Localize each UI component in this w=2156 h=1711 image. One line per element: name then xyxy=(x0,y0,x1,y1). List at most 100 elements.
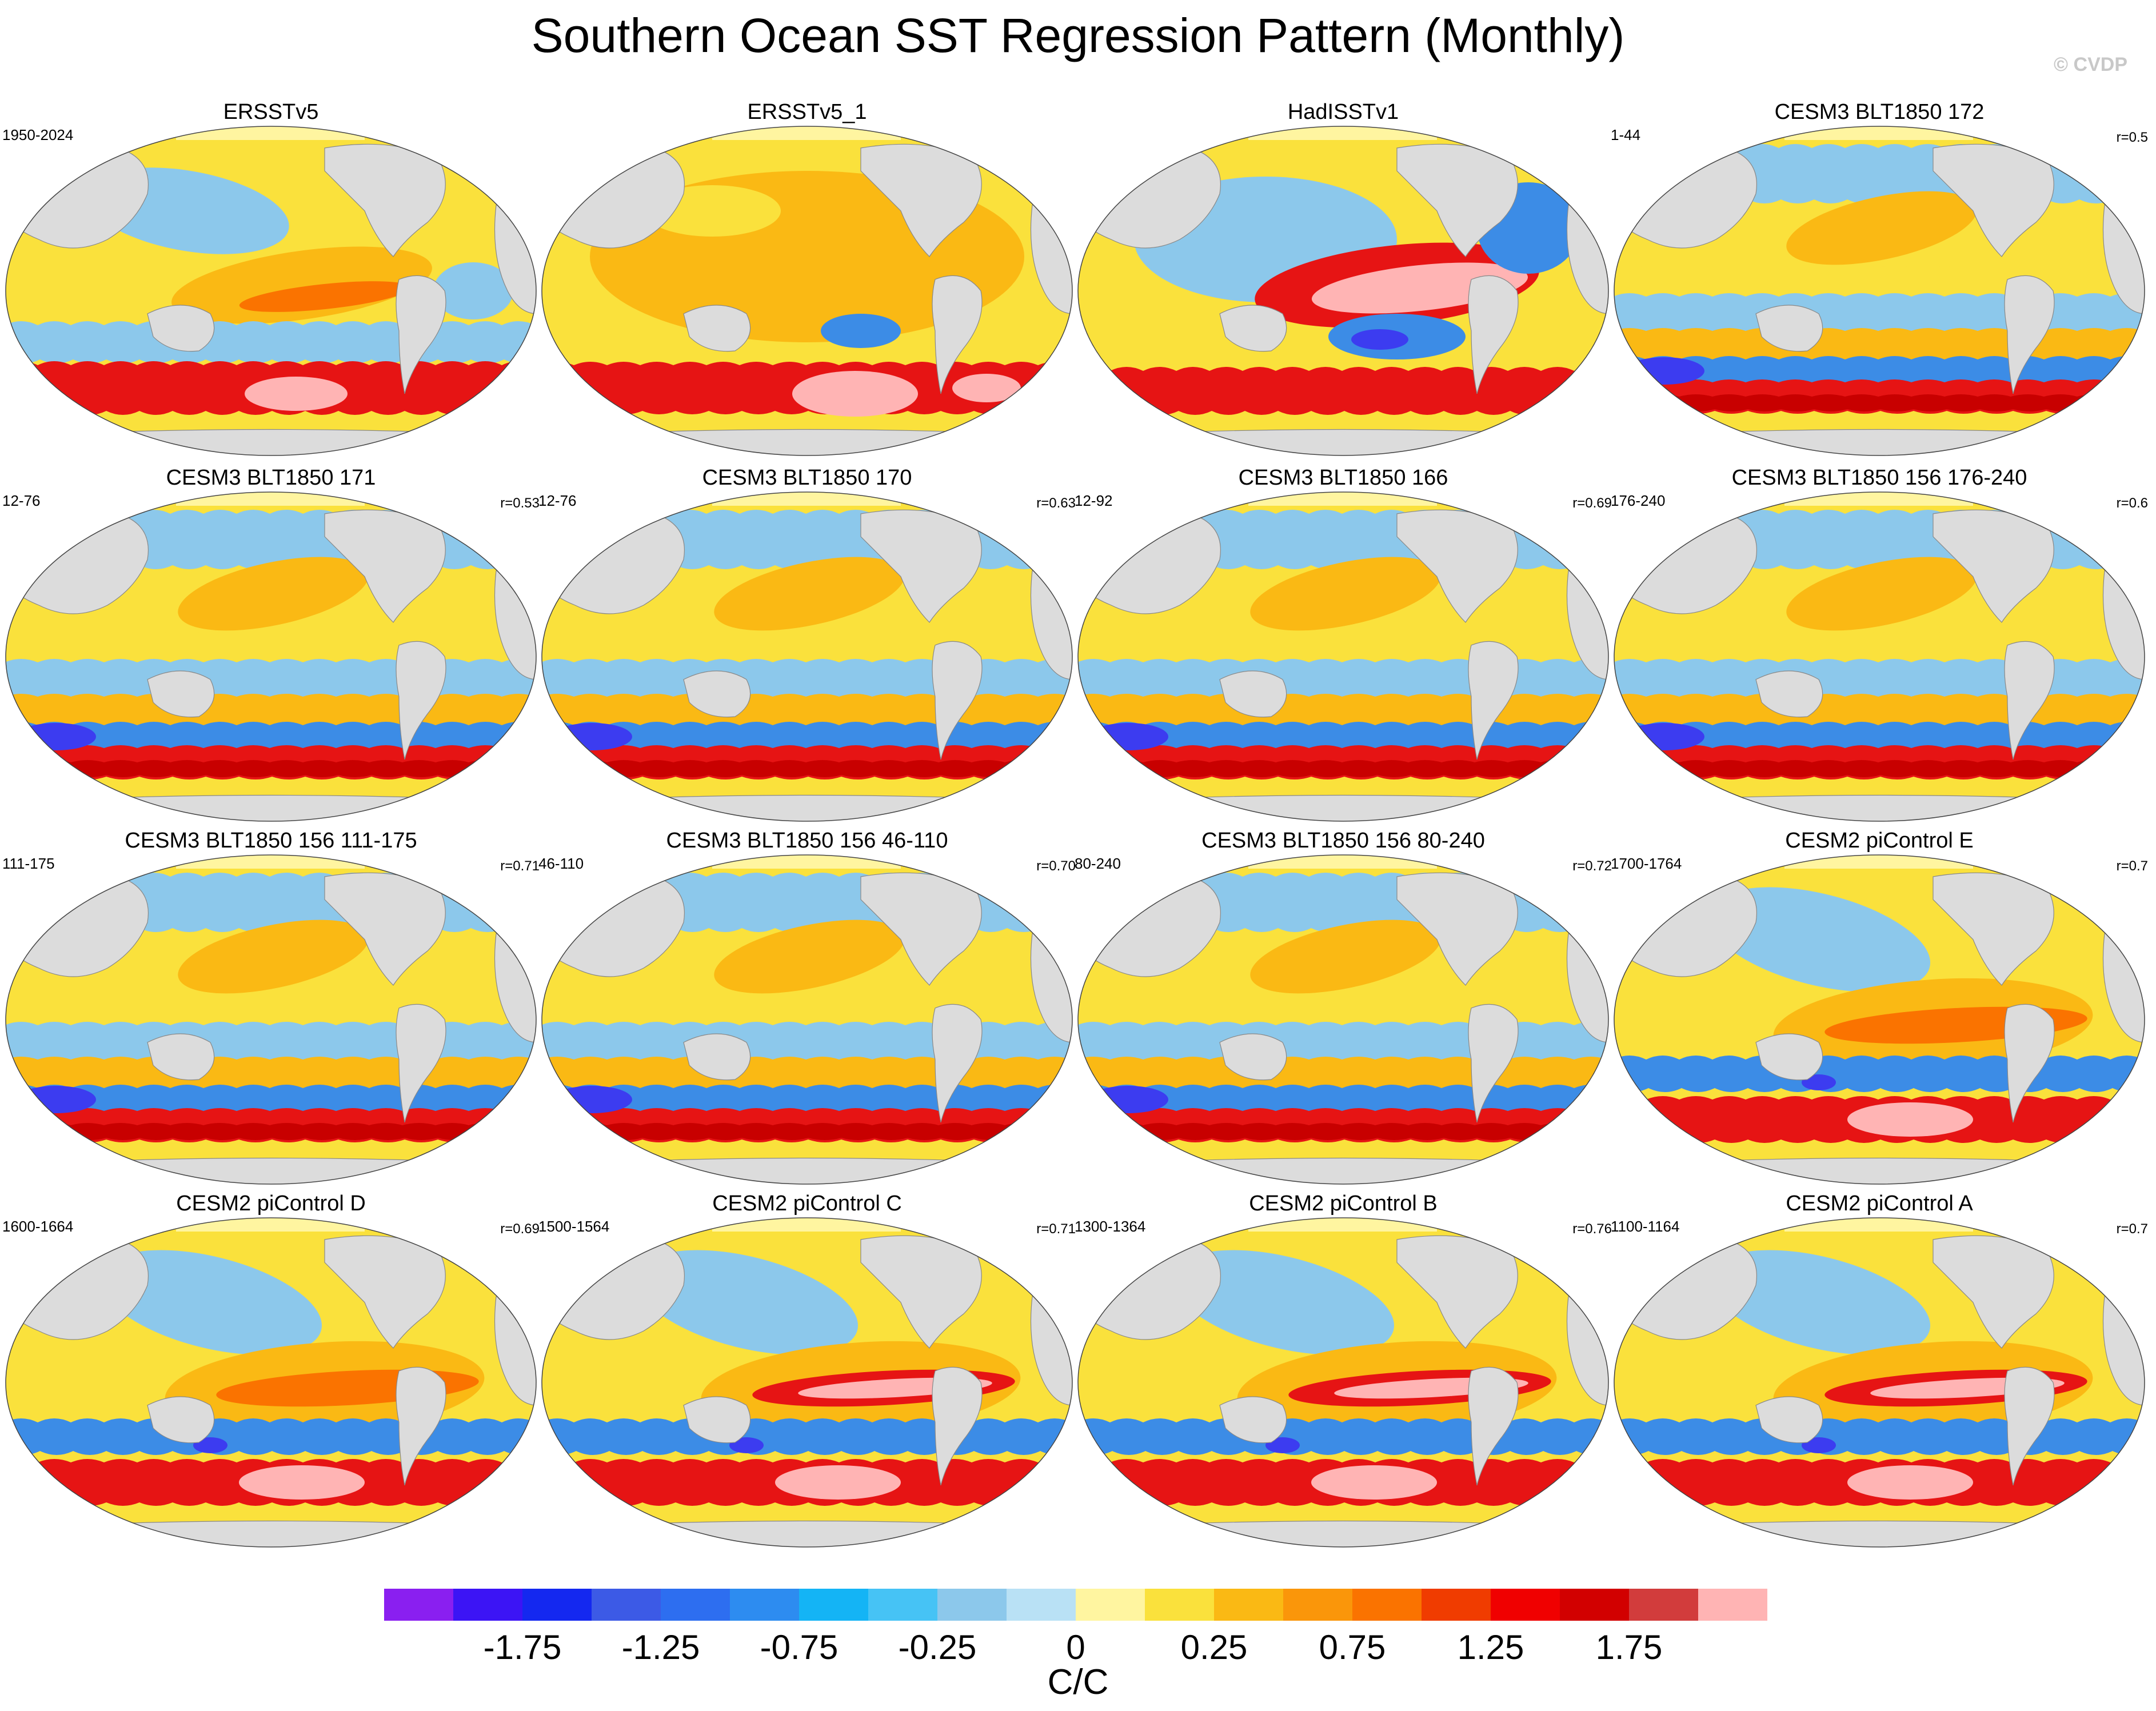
australia-land xyxy=(1219,670,1287,718)
australia-land xyxy=(683,670,751,718)
australia-land xyxy=(147,1396,215,1444)
panel-correlation: r=0.5 xyxy=(2116,130,2148,145)
southern-cool-band xyxy=(542,722,1072,751)
australia-land xyxy=(1219,1033,1287,1081)
panel-title: CESM2 piControl E xyxy=(1785,829,1974,853)
antarctica-land xyxy=(1078,794,1608,821)
colorbar-swatch xyxy=(1491,1589,1560,1621)
panel-title: CESM3 BLT1850 156 111-175 xyxy=(125,829,417,853)
indian-ocean-cool-blob xyxy=(1088,723,1168,750)
atlantic-sector-peak xyxy=(952,374,1021,402)
southern-ocean-peak xyxy=(792,371,918,417)
map-panel: HadISSTv1 xyxy=(1075,100,1612,466)
australia-land xyxy=(1755,305,1823,352)
indian-ocean-cool-blob xyxy=(1624,357,1704,385)
colorbar-swatch xyxy=(1422,1589,1491,1621)
south-america-land xyxy=(2004,275,2055,394)
south-america-land xyxy=(1468,1004,1519,1123)
southern-cool-band xyxy=(1078,1418,1608,1455)
map-outline xyxy=(5,854,537,1185)
arctic-cap xyxy=(1248,126,1437,140)
australia-land xyxy=(1755,1033,1823,1081)
arctic-cap xyxy=(176,855,365,869)
antarctica-land xyxy=(6,794,536,821)
map-outline xyxy=(541,491,1073,822)
southern-ocean-core xyxy=(542,1123,1072,1140)
central-pacific-warm xyxy=(171,246,432,324)
south-america-land xyxy=(396,275,446,394)
south-america-land xyxy=(396,641,446,760)
south-america-land xyxy=(1468,641,1519,760)
panel-period: 12-76 xyxy=(538,492,577,509)
map-outline xyxy=(1077,1217,1609,1548)
colorbar-swatch xyxy=(1283,1589,1352,1621)
arctic-cap xyxy=(176,126,365,140)
arctic-cap xyxy=(176,492,365,506)
world-map xyxy=(1077,491,1609,822)
colorbar-tick-label: 0.75 xyxy=(1319,1628,1386,1666)
antarctica-land xyxy=(1614,429,2145,455)
panel-title: CESM3 BLT1850 170 xyxy=(702,466,912,490)
tasman-cool-blob xyxy=(193,1437,227,1453)
map-outline xyxy=(5,126,537,456)
southern-cool-band xyxy=(6,321,536,363)
australia-land xyxy=(1755,670,1823,718)
world-map xyxy=(1077,1217,1609,1548)
map-panel: CESM3 BLT1850 156 111-175 111-175 r=0.71 xyxy=(2,829,540,1194)
australia-land xyxy=(1219,1396,1287,1444)
colorbar-tick-label: 0.25 xyxy=(1180,1628,1248,1666)
world-map xyxy=(1614,1217,2145,1548)
indian-ocean-cool-blob xyxy=(1088,1086,1168,1113)
panel-title: CESM2 piControl B xyxy=(1249,1192,1438,1216)
world-map xyxy=(1614,854,2145,1185)
southern-cool-band xyxy=(1614,1056,2145,1092)
arctic-cap xyxy=(1248,492,1437,506)
antarctica-land xyxy=(542,794,1072,821)
world-map xyxy=(541,491,1073,822)
south-america-land xyxy=(2004,641,2055,760)
panel-correlation: r=0.63 xyxy=(1036,495,1076,511)
tasman-cool-blob xyxy=(1802,1074,1836,1090)
north-pacific-cool xyxy=(634,1250,859,1355)
panel-period: 1500-1564 xyxy=(538,1218,610,1235)
world-map xyxy=(1614,126,2145,456)
colorbar-tick-label: -1.25 xyxy=(621,1628,700,1666)
antarctica-land xyxy=(1614,1157,2145,1184)
south-america-land xyxy=(932,275,983,394)
southern-ocean-peak xyxy=(1847,1102,1973,1137)
map-panel: CESM2 piControl A 1100-1164 r=0.7 xyxy=(1611,1192,2148,1557)
figure-title: Southern Ocean SST Regression Pattern (M… xyxy=(531,9,1625,62)
world-map xyxy=(541,126,1073,456)
colorbar-swatch xyxy=(1698,1589,1767,1621)
australia-land xyxy=(147,1033,215,1081)
arctic-cap xyxy=(712,492,901,506)
map-outline xyxy=(541,1217,1073,1548)
world-map xyxy=(1614,491,2145,822)
map-outline xyxy=(1614,491,2145,822)
map-panel: CESM2 piControl B 1300-1364 r=0.76 xyxy=(1075,1192,1612,1557)
panel-title: HadISSTv1 xyxy=(1287,100,1399,124)
indian-ocean-cool-blob xyxy=(16,723,96,750)
tasman-cool-blob xyxy=(1802,1437,1836,1453)
panel-period: 1950-2024 xyxy=(2,126,74,143)
panel-title: CESM3 BLT1850 156 80-240 xyxy=(1201,829,1485,853)
southern-cool-band xyxy=(1614,1418,2145,1455)
southern-cool-band xyxy=(1078,722,1608,751)
tasman-cool-blob xyxy=(1265,1437,1300,1453)
colorbar-swatch xyxy=(522,1589,592,1621)
australia-land xyxy=(1755,1396,1823,1444)
australia-land xyxy=(1219,305,1287,352)
map-outline xyxy=(5,1217,537,1548)
world-map xyxy=(541,854,1073,1185)
southern-cool-band xyxy=(542,1418,1072,1455)
arctic-cap xyxy=(1784,1218,1973,1232)
map-outline xyxy=(1614,126,2145,456)
panel-correlation: r=0.76 xyxy=(1572,1221,1612,1237)
colorbar-tick-label: -1.75 xyxy=(483,1628,562,1666)
australia-land xyxy=(683,1396,751,1444)
colorbar-swatch xyxy=(799,1589,868,1621)
map-panel: CESM2 piControl C 1500-1564 r=0.71 xyxy=(538,1192,1076,1557)
colorbar-swatch xyxy=(1560,1589,1629,1621)
colorbar-swatch xyxy=(730,1589,799,1621)
southern-cool-band xyxy=(542,1085,1072,1114)
